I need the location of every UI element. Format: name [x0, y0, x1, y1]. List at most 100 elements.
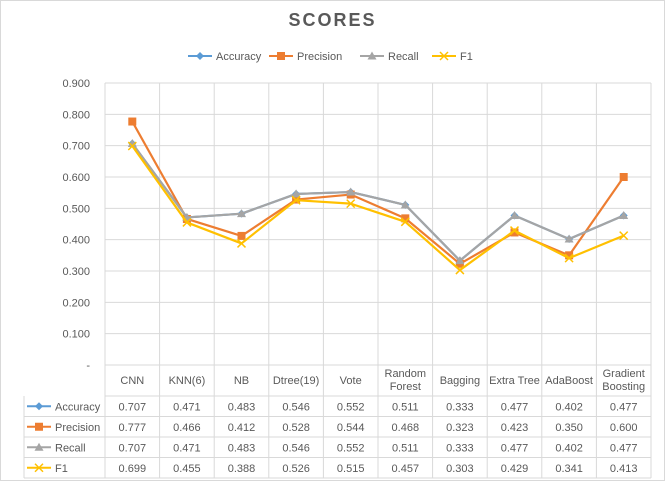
f1-line — [131, 145, 625, 272]
f1-legend-label: F1 — [460, 51, 473, 63]
recall-point — [619, 211, 629, 220]
recall-point — [564, 234, 574, 243]
accuracy-table-key-marker — [35, 402, 43, 411]
precision-point — [619, 173, 628, 181]
recall-point — [510, 211, 519, 220]
precision-point — [128, 117, 137, 126]
precision-table-label: Precision — [55, 422, 100, 434]
table-cell: 0.429 — [501, 463, 529, 475]
table-cell: 0.552 — [337, 401, 365, 413]
table-cell: 0.511 — [392, 442, 419, 454]
table-cell: 0.402 — [555, 442, 583, 454]
table-cell: 0.350 — [555, 422, 583, 434]
table-cell: 0.303 — [446, 463, 474, 475]
x-tick-label: AdaBoost — [545, 375, 593, 387]
f1-point — [291, 195, 301, 205]
precision-table-key-marker — [35, 422, 43, 431]
table-cell: 0.526 — [282, 463, 310, 475]
table-cell: 0.483 — [228, 401, 256, 413]
table-cell: 0.471 — [173, 401, 201, 413]
y-tick-label: 0.300 — [62, 266, 90, 278]
x-tick-label: KNN(6) — [169, 375, 206, 387]
x-tick-label: Boosting — [602, 381, 645, 393]
f1-point — [619, 231, 629, 241]
recall-point — [455, 256, 465, 265]
recall-point — [346, 187, 356, 196]
table-cell: 0.546 — [282, 401, 310, 413]
x-tick-label: Dtree(19) — [273, 375, 319, 387]
y-tick-label: 0.900 — [62, 78, 90, 90]
x-tick-label: NB — [234, 375, 249, 387]
table-cell: 0.455 — [173, 463, 201, 475]
f1-point — [127, 141, 137, 151]
table-cell: 0.528 — [282, 422, 310, 434]
table-cell: 0.323 — [446, 422, 474, 434]
y-tick-label: 0.500 — [62, 203, 90, 215]
table-cell: 0.477 — [501, 401, 529, 413]
accuracy-legend-label: Accuracy — [216, 51, 262, 63]
f1-table-label: F1 — [55, 463, 68, 475]
recall-point — [291, 189, 301, 198]
table-cell: 0.333 — [446, 401, 474, 413]
chart-title: SCORES — [288, 10, 377, 30]
f1-point — [346, 199, 356, 209]
table-cell: 0.477 — [610, 442, 638, 454]
x-tick-label: Extra Tree — [489, 375, 540, 387]
table-cell: 0.333 — [446, 442, 474, 454]
x-tick-label: Vote — [340, 375, 362, 387]
table-cell: 0.402 — [555, 401, 583, 413]
f1-point — [564, 253, 574, 263]
table-cell: 0.515 — [337, 463, 365, 475]
y-tick-label: 0.700 — [62, 141, 90, 153]
x-tick-label: CNN — [120, 375, 144, 387]
table-cell: 0.457 — [392, 463, 420, 475]
table-cell: 0.477 — [610, 401, 638, 413]
recall-point — [237, 209, 246, 218]
table-cell: 0.699 — [119, 463, 147, 475]
f1-point — [236, 238, 247, 248]
x-tick-label: Random — [385, 368, 427, 380]
y-tick-label: 0.200 — [62, 297, 90, 309]
recall-table-label: Recall — [55, 442, 86, 454]
precision-legend-marker — [277, 52, 285, 60]
x-tick-label: Forest — [390, 381, 421, 393]
precision-point — [565, 251, 574, 260]
table-cell: 0.477 — [501, 442, 529, 454]
precision-legend-label: Precision — [297, 51, 342, 63]
recall-point — [400, 200, 410, 209]
table-cell: 0.466 — [173, 422, 201, 434]
f1-point — [509, 226, 520, 236]
table-cell: 0.544 — [337, 422, 365, 434]
table-cell: 0.423 — [501, 422, 529, 434]
y-tick-label: 0.100 — [62, 329, 90, 341]
table-cell: 0.413 — [610, 463, 638, 475]
precision-point — [237, 231, 246, 240]
table-cell: 0.546 — [282, 442, 310, 454]
table-cell: 0.552 — [337, 442, 365, 454]
recall-table-key-marker — [34, 442, 44, 451]
y-tick-label: 0.400 — [62, 235, 90, 247]
table-cell: 0.412 — [228, 422, 256, 434]
table-cell: 0.468 — [392, 422, 420, 434]
y-tick-label: 0.600 — [62, 172, 90, 184]
f1-point — [455, 265, 465, 275]
precision-point — [401, 214, 410, 223]
x-tick-label: Gradient — [603, 368, 645, 380]
f1-table-key-marker — [34, 463, 44, 473]
table-cell: 0.600 — [610, 422, 638, 434]
f1-point — [182, 217, 192, 227]
table-cell: 0.341 — [555, 463, 583, 475]
table-cell: 0.388 — [228, 463, 256, 475]
accuracy-table-label: Accuracy — [55, 401, 101, 413]
table-cell: 0.483 — [228, 442, 256, 454]
recall-legend-label: Recall — [388, 51, 419, 63]
recall-point — [127, 138, 137, 147]
accuracy-legend-marker — [196, 52, 204, 60]
y-tick-label: 0.800 — [62, 109, 90, 121]
y-tick-label: - — [86, 360, 90, 372]
recall-line — [131, 142, 625, 262]
table-cell: 0.777 — [119, 422, 147, 434]
recall-legend-marker — [367, 51, 377, 60]
table-cell: 0.707 — [119, 442, 147, 454]
